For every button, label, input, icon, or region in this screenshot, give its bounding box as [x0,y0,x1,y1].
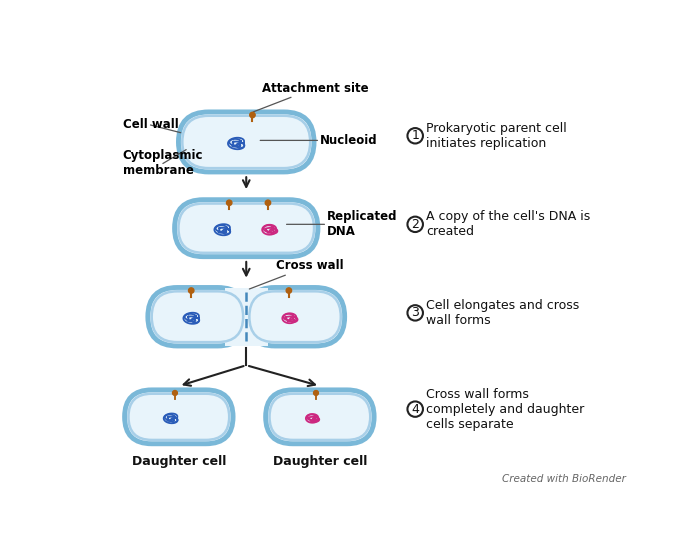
Text: Cell elongates and cross
wall forms: Cell elongates and cross wall forms [426,299,579,327]
Text: Cytoplasmic
membrane: Cytoplasmic membrane [122,150,203,177]
FancyBboxPatch shape [124,390,233,444]
Text: 3: 3 [411,306,419,319]
Text: Daughter cell: Daughter cell [273,455,367,468]
FancyBboxPatch shape [224,288,268,346]
Text: 2: 2 [411,218,419,231]
Circle shape [189,288,194,293]
Circle shape [408,128,423,143]
Text: 4: 4 [411,403,419,416]
Circle shape [408,402,423,417]
FancyBboxPatch shape [245,288,345,346]
Text: 1: 1 [411,129,419,142]
FancyBboxPatch shape [147,288,247,346]
Text: Cross wall: Cross wall [250,259,343,289]
Text: Daughter cell: Daughter cell [131,455,226,468]
Circle shape [250,112,255,117]
Text: Prokaryotic parent cell
initiates replication: Prokaryotic parent cell initiates replic… [426,122,567,150]
Text: Cross wall forms
completely and daughter
cells separate: Cross wall forms completely and daughter… [426,388,584,430]
Circle shape [265,200,271,206]
Circle shape [314,391,319,396]
Circle shape [286,288,291,293]
FancyBboxPatch shape [175,199,318,257]
FancyBboxPatch shape [178,112,314,172]
Text: Nucleoid: Nucleoid [260,134,378,147]
Text: Cell wall: Cell wall [122,119,181,133]
Text: Replicated
DNA: Replicated DNA [287,211,398,238]
FancyBboxPatch shape [266,390,374,444]
Circle shape [226,200,232,206]
Circle shape [408,305,423,321]
Circle shape [173,391,178,396]
Text: A copy of the cell's DNA is
created: A copy of the cell's DNA is created [426,211,590,238]
Text: Attachment site: Attachment site [253,81,368,112]
Text: Created with BioRender: Created with BioRender [502,474,626,484]
Circle shape [408,217,423,232]
